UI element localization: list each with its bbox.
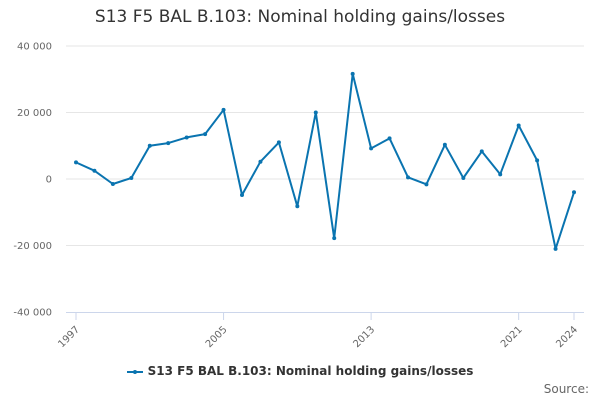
x-tick-label: 2024 [554, 324, 580, 350]
series-lines [75, 72, 575, 250]
data-point [369, 146, 374, 151]
data-point [424, 182, 429, 187]
data-point [92, 168, 97, 173]
y-axis: 40 000 20 000 0 -20 000 -40 000 [13, 42, 52, 319]
gridlines [66, 45, 584, 246]
series-line [75, 72, 575, 250]
legend-swatch [126, 369, 143, 374]
legend[interactable]: S13 F5 BAL B.103: Nominal holding gains/… [0, 364, 600, 378]
data-point [203, 132, 208, 137]
data-point [129, 176, 134, 181]
legend-label: S13 F5 BAL B.103: Nominal holding gains/… [147, 364, 474, 378]
data-point [166, 141, 171, 146]
data-point [535, 158, 540, 163]
x-axis [66, 312, 584, 320]
y-tick-label: 0 [46, 175, 52, 186]
x-axis-labels: 1997 2005 2013 2021 2024 [56, 324, 580, 350]
data-point [387, 136, 392, 141]
legend-dot [132, 369, 137, 374]
y-tick-label: -40 000 [13, 308, 52, 319]
data-point [184, 135, 189, 140]
data-point [332, 236, 337, 241]
data-point [572, 190, 576, 195]
data-point [295, 204, 300, 209]
data-point [350, 71, 355, 76]
data-point [276, 140, 281, 145]
data-point [406, 175, 410, 180]
x-tick-label: 2005 [204, 324, 230, 350]
data-point [221, 107, 226, 112]
data-point [498, 172, 503, 177]
data-point [442, 142, 447, 147]
data-point [240, 192, 244, 197]
data-point [461, 176, 466, 181]
data-point [313, 110, 318, 115]
source-label: Source: [543, 382, 589, 396]
y-tick-label: 40 000 [17, 42, 52, 53]
x-tick-label: 2013 [351, 324, 377, 350]
chart-title: S13 F5 BAL B.103: Nominal holding gains/… [94, 7, 506, 27]
data-point [74, 160, 78, 165]
data-point [258, 159, 263, 164]
x-tick-label: 2021 [499, 324, 525, 350]
series-points [74, 71, 576, 251]
x-tick-label: 1997 [56, 324, 82, 350]
data-point [147, 143, 152, 148]
y-tick-label: -20 000 [13, 241, 52, 252]
data-point [110, 181, 115, 186]
data-point [516, 123, 521, 128]
y-tick-label: 20 000 [17, 108, 52, 119]
data-point [553, 246, 558, 251]
data-point [479, 149, 484, 154]
